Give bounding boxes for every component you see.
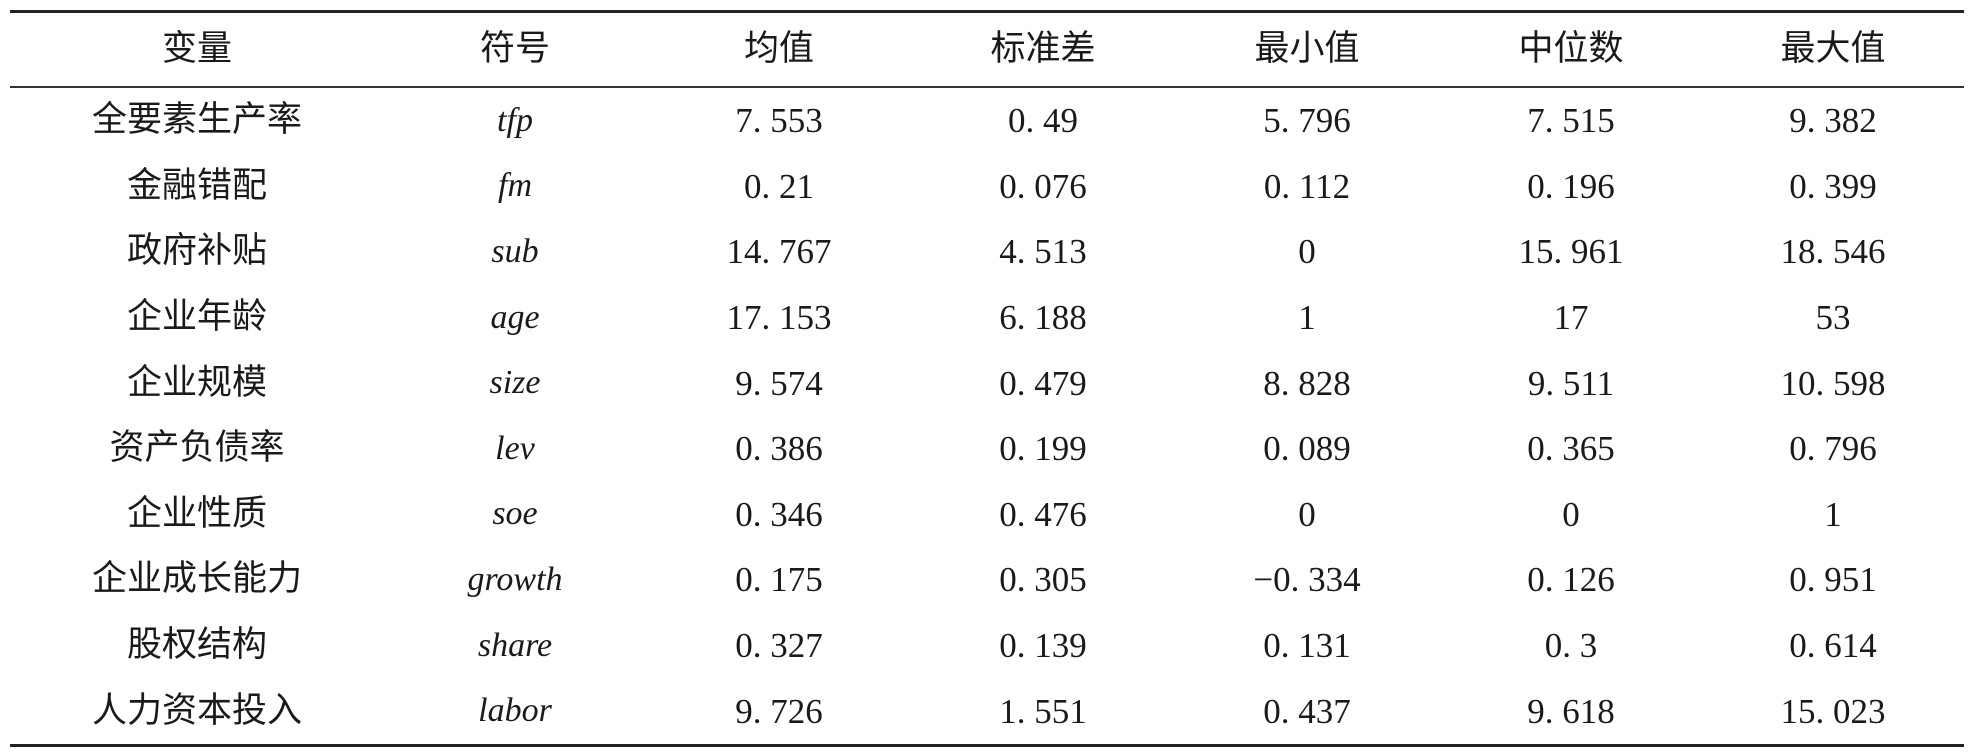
table-row: 金融错配 fm 0. 21 0. 076 0. 112 0. 196 0. 399 [10,154,1964,220]
max-value-cell: 0. 951 [1789,560,1877,600]
max-value-cell: 53 [1815,298,1851,338]
median-value-cell: 9. 511 [1527,363,1615,403]
mean-value-cell: 9. 726 [735,691,823,731]
max-value-cell: 18. 546 [1780,232,1886,272]
table-row: 企业性质 soe 0. 346 0. 476 0 0 1 [10,482,1964,548]
variable-symbol-cell: tfp [497,101,533,139]
min-value-cell: 5. 796 [1263,101,1351,141]
variable-symbol-cell: share [477,626,553,664]
mean-value-cell: 0. 346 [735,494,823,534]
descriptive-statistics-table: 变量 符号 均值 标准差 最小值 中位数 最大值 全要素生产率 tfp 7. 553… [10,10,1964,747]
std-dev-value-cell: 0. 139 [999,626,1087,666]
median-value-cell: 0 [1562,494,1580,534]
variable-name-cell: 金融错配 [126,165,267,206]
max-value-cell: 10. 598 [1780,363,1886,403]
std-dev-value-cell: 0. 199 [999,429,1087,469]
variable-symbol-cell: fm [498,167,532,205]
mean-value-cell: 7. 553 [735,101,823,141]
table-row: 人力资本投入 labor 9. 726 1. 551 0. 437 9. 618 15. 0… [10,678,1964,744]
variable-name-cell: 人力资本投入 [91,690,302,731]
max-value-cell: 15. 023 [1780,691,1886,731]
std-dev-value-cell: 6. 188 [999,298,1087,338]
min-value-cell: 8. 828 [1263,363,1351,403]
header-median: 中位数 [1518,29,1624,69]
min-value-cell: 0 [1298,494,1316,534]
median-value-cell: 0. 3 [1544,626,1598,666]
median-value-cell: 0. 196 [1527,166,1615,206]
variable-symbol-cell: soe [492,495,538,533]
std-dev-value-cell: 0. 076 [999,166,1087,206]
min-value-cell: 1 [1298,298,1316,338]
variable-symbol-cell: age [490,298,540,336]
table-row: 企业规模 size 9. 574 0. 479 8. 828 9. 511 10. 598 [10,350,1964,416]
max-value-cell: 0. 399 [1789,166,1877,206]
variable-symbol-cell: growth [467,560,563,598]
min-value-cell: 0. 089 [1263,429,1351,469]
header-mean: 均值 [743,29,814,69]
min-value-cell: 0 [1298,232,1316,272]
variable-name-cell: 企业性质 [126,493,267,534]
variable-name-cell: 全要素生产率 [91,100,302,141]
std-dev-value-cell: 0. 476 [999,494,1087,534]
mean-value-cell: 17. 153 [726,298,832,338]
mean-value-cell: 0. 175 [735,560,823,600]
header-max: 最大值 [1780,29,1886,69]
std-dev-value-cell: 0. 479 [999,363,1087,403]
header-min: 最小值 [1254,29,1360,69]
max-value-cell: 0. 796 [1789,429,1877,469]
median-value-cell: 9. 618 [1527,691,1615,731]
std-dev-value-cell: 1. 551 [999,691,1087,731]
median-value-cell: 15. 961 [1518,232,1624,272]
table-row: 资产负债率 lev 0. 386 0. 199 0. 089 0. 365 0. 796 [10,416,1964,482]
table-row: 全要素生产率 tfp 7. 553 0. 49 5. 796 7. 515 9. 382 [10,88,1964,154]
table-body: 全要素生产率 tfp 7. 553 0. 49 5. 796 7. 515 9. 382 金融… [10,88,1964,744]
std-dev-value-cell: 0. 305 [999,560,1087,600]
mean-value-cell: 0. 386 [735,429,823,469]
min-value-cell: 0. 437 [1263,691,1351,731]
header-symbol: 符号 [479,29,550,69]
median-value-cell: 0. 365 [1527,429,1615,469]
variable-name-cell: 企业成长能力 [91,559,302,600]
mean-value-cell: 0. 21 [744,166,814,206]
max-value-cell: 1 [1824,494,1842,534]
header-variable: 变量 [161,29,232,69]
std-dev-value-cell: 0. 49 [1008,101,1078,141]
variable-symbol-cell: sub [491,232,539,270]
variable-name-cell: 股权结构 [126,625,267,666]
variable-name-cell: 资产负债率 [109,428,285,469]
min-value-cell: −0. 334 [1253,560,1361,600]
mean-value-cell: 9. 574 [735,363,823,403]
variable-symbol-cell: size [489,364,541,402]
variable-symbol-cell: labor [478,692,552,730]
max-value-cell: 9. 382 [1789,101,1877,141]
min-value-cell: 0. 131 [1263,626,1351,666]
table-row: 政府补贴 sub 14. 767 4. 513 0 15. 961 18. 546 [10,219,1964,285]
mean-value-cell: 14. 767 [726,232,832,272]
header-std-dev: 标准差 [990,29,1096,69]
variable-symbol-cell: lev [495,429,535,467]
variable-name-cell: 企业年龄 [126,297,267,338]
std-dev-value-cell: 4. 513 [999,232,1087,272]
median-value-cell: 0. 126 [1527,560,1615,600]
variable-name-cell: 企业规模 [126,362,267,403]
mean-value-cell: 0. 327 [735,626,823,666]
variable-name-cell: 政府补贴 [126,231,267,272]
table-row: 企业年龄 age 17. 153 6. 188 1 17 53 [10,285,1964,351]
table-header-row: 变量 符号 均值 标准差 最小值 中位数 最大值 [10,13,1964,88]
median-value-cell: 17 [1553,298,1589,338]
table-row: 股权结构 share 0. 327 0. 139 0. 131 0. 3 0. 614 [10,613,1964,679]
min-value-cell: 0. 112 [1263,166,1351,206]
median-value-cell: 7. 515 [1527,101,1615,141]
table-row: 企业成长能力 growth 0. 175 0. 305 −0. 334 0. 126 0. … [10,547,1964,613]
max-value-cell: 0. 614 [1789,626,1877,666]
